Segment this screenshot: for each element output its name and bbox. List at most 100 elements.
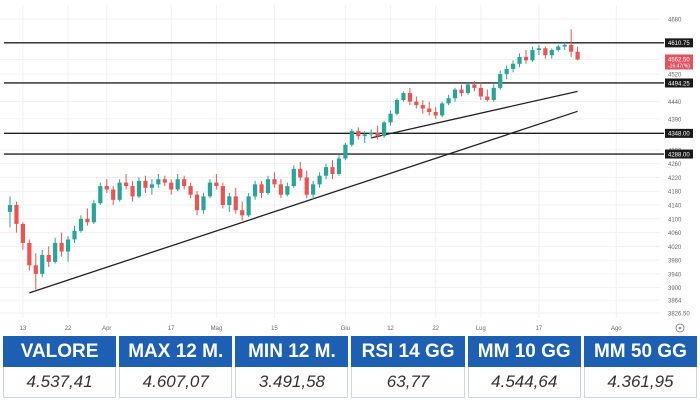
level-label-bg (665, 38, 693, 48)
trendlines (29, 90, 578, 294)
stat-rsi-14gg: RSI 14 GG 63,77 (351, 336, 465, 398)
candle-body (278, 184, 283, 195)
settings-icon[interactable] (675, 323, 685, 333)
candle-body (149, 184, 154, 188)
candle-body (349, 130, 354, 145)
trendline (371, 90, 578, 139)
y-tick-label: 4180 (668, 190, 682, 196)
candle-body (517, 56, 522, 64)
candle-body (420, 105, 425, 109)
y-tick-label: 4680 (668, 18, 682, 24)
candle-body (117, 182, 122, 200)
candle-body (78, 218, 84, 231)
candle-body (91, 203, 96, 223)
y-tick-label: 3900 (668, 286, 682, 292)
y-tick-label: 4260 (668, 162, 682, 168)
x-tick-label: 22 (432, 326, 439, 332)
candle-body (298, 168, 303, 178)
candle-body (227, 196, 232, 206)
stat-header: MM 50 GG (583, 336, 697, 367)
candle-body (136, 180, 142, 197)
stat-value: 3.491,58 (235, 367, 349, 398)
candle-body (336, 158, 342, 175)
stat-max-12m: MAX 12 M. 4.607,07 (119, 336, 233, 398)
stat-value: 4.537,41 (3, 367, 117, 398)
candle-body (523, 56, 529, 61)
candle-body (253, 184, 258, 197)
candle-body (356, 130, 361, 137)
candle-body (330, 167, 335, 175)
candle-body (72, 230, 77, 240)
candle-body (40, 254, 45, 274)
price-badge-bg (665, 54, 693, 70)
candle-body (369, 132, 374, 135)
candle-body (14, 205, 19, 224)
candle-body (394, 99, 400, 114)
candle-body (504, 68, 509, 75)
x-tick-label: Giu (341, 326, 350, 332)
candle-body (427, 108, 432, 113)
candle-body (53, 242, 58, 262)
y-tick-label: 3864 (668, 299, 682, 305)
candle-body (220, 186, 225, 206)
candle-body (478, 87, 483, 97)
level-label-bg (665, 78, 693, 88)
candle-body (485, 96, 490, 100)
x-axis: 13 22 Apr 17 Mag 15 Giu 12 22 Lug 17 Ago (20, 326, 623, 332)
y-tick-label: 3826.50 (668, 312, 690, 318)
candle-body (317, 175, 322, 185)
candle-body (143, 180, 148, 188)
candle-body (169, 182, 174, 190)
candle-body (194, 194, 200, 211)
price-badge-change: -16.47(%) (668, 64, 690, 70)
stat-value: 63,77 (351, 367, 465, 398)
candle-body (575, 51, 580, 60)
candle-body (549, 50, 554, 56)
stat-header: MM 10 GG (467, 336, 581, 367)
stat-valore: VALORE 4.537,41 (3, 336, 117, 398)
level-label: 4288.00 (668, 152, 690, 158)
candle-body (472, 84, 477, 88)
y-tick-label: 4390 (668, 117, 682, 123)
candle-body (291, 168, 296, 187)
y-tick-label: 3940 (668, 272, 682, 278)
level-label: 4610.75 (668, 41, 690, 47)
candle-body (414, 101, 419, 106)
trendline (29, 110, 578, 294)
price-badge: 4562.50-16.47(%) (665, 54, 693, 70)
candle-body (362, 134, 367, 137)
candlestick-chart: 4680452044404390430042604220418041404100… (0, 5, 693, 333)
candle-body (459, 89, 464, 94)
y-tick-label: 4520 (668, 73, 682, 79)
stat-header: RSI 14 GG (351, 336, 465, 367)
candle-body (175, 179, 180, 190)
candle-body (46, 254, 51, 262)
candle-body (498, 74, 503, 88)
candle-body (536, 48, 541, 51)
candle-body (65, 239, 71, 252)
y-axis: 4680452044404390430042604220418041404100… (665, 18, 693, 318)
y-tick-label: 4440 (668, 100, 682, 106)
y-tick-label: 4060 (668, 231, 682, 237)
stat-value: 4.544,64 (467, 367, 581, 398)
candle-body (323, 167, 329, 176)
level-label-bg (665, 149, 693, 159)
candle-body (382, 122, 387, 137)
candle-body (311, 184, 316, 195)
candle-body (511, 63, 516, 69)
candle-body (440, 103, 445, 116)
candle-body (375, 132, 380, 137)
x-tick-label: 15 (271, 326, 278, 332)
candle-body (491, 87, 496, 100)
x-tick-label: 17 (168, 326, 175, 332)
candle-body (272, 179, 277, 185)
candle-body (304, 177, 309, 195)
candles (7, 29, 580, 290)
stat-header: VALORE (3, 336, 117, 367)
candle-body (201, 196, 206, 211)
candle-body (104, 186, 109, 190)
candle-body (259, 184, 264, 193)
candle-body (59, 242, 64, 252)
candle-body (214, 182, 219, 187)
candle-body (162, 179, 167, 183)
